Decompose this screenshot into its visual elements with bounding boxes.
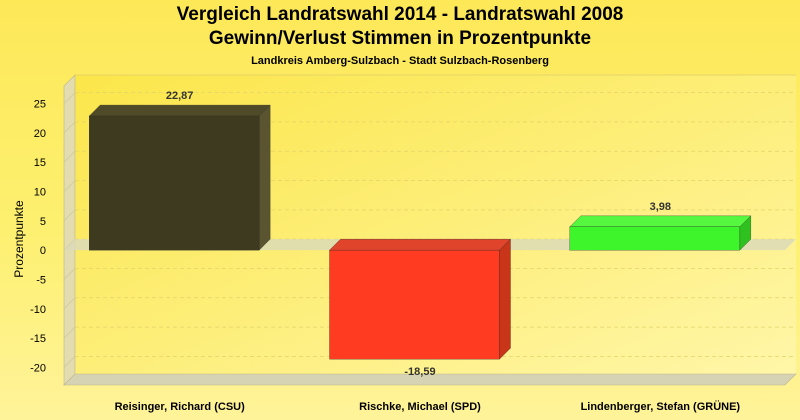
y-tick-label: -5 — [36, 274, 46, 286]
x-tick-label: Rischke, Michael (SPD) — [359, 401, 481, 413]
y-tick-label: 0 — [40, 245, 46, 257]
bar — [569, 226, 740, 251]
y-tick-label: -10 — [30, 304, 46, 316]
bar — [329, 250, 500, 360]
gridline-side — [63, 151, 76, 163]
plot-floor — [63, 373, 797, 386]
y-tick-label: -20 — [30, 362, 46, 374]
y-tick-label: 5 — [40, 216, 46, 228]
gridline-side — [63, 180, 76, 192]
x-tick-label: Reisinger, Richard (CSU) — [115, 401, 246, 413]
data-label: 22,87 — [166, 90, 194, 102]
plot-left-wall — [63, 74, 76, 386]
gridline-side — [63, 297, 76, 309]
data-label: -18,59 — [404, 366, 435, 378]
bar — [89, 115, 260, 251]
bar-top — [569, 215, 752, 227]
gridline-side — [63, 209, 76, 222]
chart-subtitle: Gewinn/Verlust Stimmen in Prozentpunkte — [208, 28, 592, 49]
x-tick-label: Lindenberger, Stefan (GRÜNE) — [581, 400, 741, 413]
gridline-side — [63, 92, 76, 104]
y-tick-label: 10 — [34, 187, 46, 199]
bar-side — [259, 104, 271, 251]
y-tick-label: -15 — [30, 333, 46, 345]
data-label: 3,98 — [650, 201, 671, 213]
chart-subtitle-region: Landkreis Amberg-Sulzbach - Stadt Sulzba… — [251, 55, 549, 67]
y-tick-label: 15 — [34, 157, 46, 169]
bar-top — [329, 239, 511, 251]
bar-side — [499, 238, 511, 360]
y-tick-label: 20 — [34, 128, 46, 140]
gridline-side — [63, 268, 76, 280]
y-tick-label: 25 — [34, 99, 46, 111]
gridline-side — [63, 326, 76, 339]
gridline-side — [63, 121, 76, 134]
gridline-side — [63, 356, 76, 368]
chart-title: Vergleich Landratswahl 2014 - Landratswa… — [176, 4, 624, 25]
bar-top — [88, 104, 271, 117]
